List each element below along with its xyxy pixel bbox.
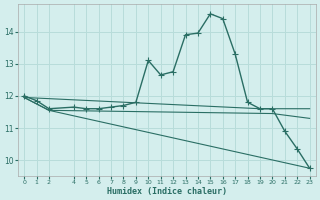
X-axis label: Humidex (Indice chaleur): Humidex (Indice chaleur) — [107, 187, 227, 196]
